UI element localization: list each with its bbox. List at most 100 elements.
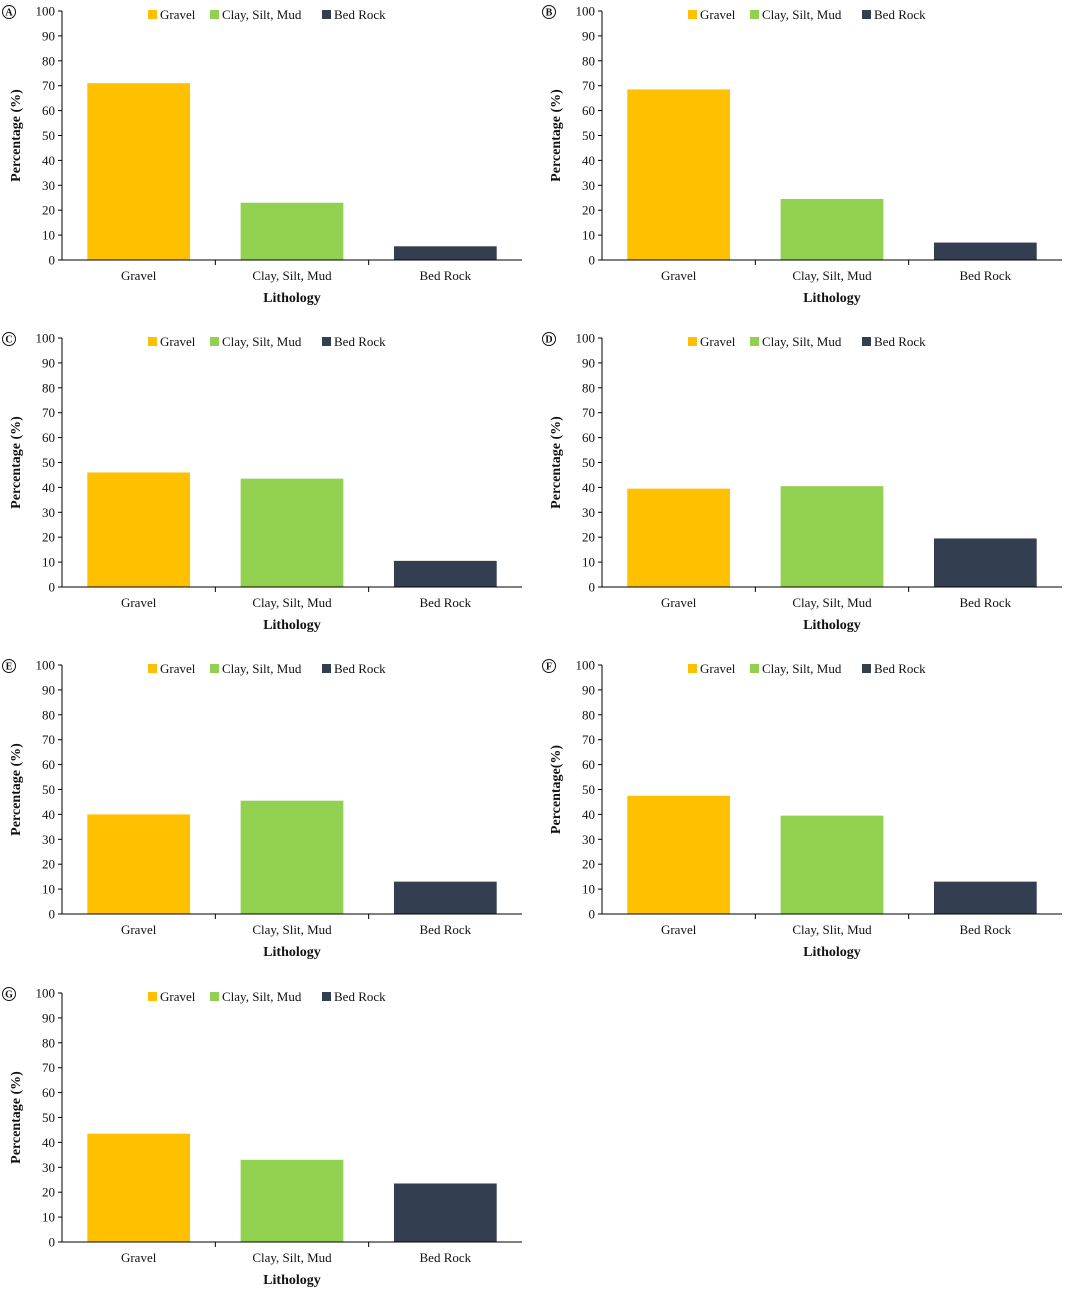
legend-swatch-bed-rock <box>322 992 331 1001</box>
legend-swatch-clay-silt-mud <box>210 10 219 19</box>
legend-label: Bed Rock <box>334 7 386 22</box>
y-tick-label: 100 <box>36 4 56 19</box>
y-tick-label: 20 <box>42 203 55 218</box>
legend-swatch-clay-silt-mud <box>210 664 219 673</box>
x-category-label: Clay, Slit, Mud <box>252 922 332 937</box>
legend-label: Bed Rock <box>334 989 386 1004</box>
legend-swatch-clay-silt-mud <box>750 10 759 19</box>
legend-swatch-gravel <box>688 337 697 346</box>
y-tick-label: 20 <box>582 203 595 218</box>
legend-label: Gravel <box>700 661 736 676</box>
y-tick-label: 30 <box>42 832 55 847</box>
bar-bed-rock <box>393 1183 497 1242</box>
panel-label: C <box>5 335 12 346</box>
y-tick-label: 70 <box>582 732 595 747</box>
bar-gravel <box>627 89 731 260</box>
y-tick-label: 80 <box>582 707 595 722</box>
y-axis-title: Percentage (%) <box>9 89 24 182</box>
legend-label: Gravel <box>160 7 196 22</box>
x-axis-title: Lithology <box>803 945 861 960</box>
y-tick-label: 30 <box>582 832 595 847</box>
legend-label: Clay, Silt, Mud <box>222 7 302 22</box>
legend-label: Gravel <box>160 661 196 676</box>
x-category-label: Gravel <box>121 595 157 610</box>
y-tick-label: 100 <box>576 658 596 673</box>
y-tick-label: 10 <box>42 882 55 897</box>
x-category-label: Clay, Silt, Mud <box>792 268 872 283</box>
chart-panel-e: E 0 10 20 30 40 50 60 70 80 90 100 Percentage (%) Gra… <box>0 654 530 974</box>
panel-badge <box>2 332 16 346</box>
x-axis-title: Lithology <box>263 618 321 633</box>
chart-svg: E 0 10 20 30 40 50 60 70 80 90 100 Percentage (%) Gra… <box>2 658 522 960</box>
legend-swatch-gravel <box>688 664 697 673</box>
bar-gravel <box>87 814 191 914</box>
legend-label: Clay, Silt, Mud <box>222 989 302 1004</box>
chart-panel-f: F 0 10 20 30 40 50 60 70 80 90 100 Percentage(%) Grav… <box>540 654 1065 974</box>
y-axis-title: Percentage (%) <box>9 416 24 509</box>
y-tick-label: 40 <box>582 480 595 495</box>
panel-badge <box>542 332 556 346</box>
panel-label: F <box>546 662 552 673</box>
y-tick-label: 70 <box>42 1060 55 1075</box>
y-tick-label: 50 <box>582 782 595 797</box>
bar-bed-rock <box>933 242 1037 260</box>
bar-gravel <box>87 1133 191 1242</box>
panel-badge <box>2 659 16 673</box>
legend-label: Gravel <box>700 334 736 349</box>
legend-swatch-bed-rock <box>862 337 871 346</box>
legend: Gravel Clay, Silt, Mud Bed Rock <box>148 989 386 1004</box>
y-tick-label: 10 <box>582 228 595 243</box>
x-category-label: Gravel <box>661 595 697 610</box>
y-tick-label: 80 <box>582 53 595 68</box>
panel-label: A <box>5 8 13 19</box>
legend-swatch-clay-silt-mud <box>750 664 759 673</box>
x-category-label: Gravel <box>121 1250 157 1265</box>
y-tick-label: 90 <box>582 355 595 370</box>
y-tick-label: 90 <box>42 1010 55 1025</box>
y-tick-label: 50 <box>582 455 595 470</box>
x-category-label: Bed Rock <box>420 595 472 610</box>
y-tick-label: 80 <box>42 380 55 395</box>
bar-clay-silt-mud <box>240 478 344 587</box>
legend: Gravel Clay, Silt, Mud Bed Rock <box>148 7 386 22</box>
legend: Gravel Clay, Silt, Mud Bed Rock <box>688 661 926 676</box>
legend-swatch-bed-rock <box>862 10 871 19</box>
x-category-label: Clay, Silt, Mud <box>252 595 332 610</box>
legend: Gravel Clay, Silt, Mud Bed Rock <box>688 7 926 22</box>
y-tick-label: 70 <box>582 78 595 93</box>
bar-clay-silt-mud <box>240 202 344 260</box>
y-tick-label: 50 <box>42 455 55 470</box>
panel-label: E <box>6 662 13 673</box>
y-tick-label: 60 <box>42 1085 55 1100</box>
x-category-label: Bed Rock <box>420 268 472 283</box>
y-tick-label: 50 <box>42 128 55 143</box>
chart-panel-a: A 0 10 20 30 40 50 60 70 80 90 100 Percentage (%) Gra… <box>0 0 530 320</box>
y-tick-label: 70 <box>42 405 55 420</box>
legend-label: Clay, Silt, Mud <box>762 661 842 676</box>
y-tick-label: 100 <box>576 4 596 19</box>
y-tick-label: 70 <box>42 78 55 93</box>
bar-bed-rock <box>393 246 497 260</box>
x-category-label: Bed Rock <box>420 922 472 937</box>
y-tick-label: 80 <box>42 1035 55 1050</box>
legend-label: Clay, Silt, Mud <box>762 334 842 349</box>
y-tick-label: 40 <box>42 807 55 822</box>
y-tick-label: 20 <box>582 530 595 545</box>
legend-swatch-clay-silt-mud <box>750 337 759 346</box>
y-tick-label: 50 <box>42 782 55 797</box>
legend-label: Gravel <box>160 989 196 1004</box>
y-tick-label: 100 <box>576 331 596 346</box>
legend-label: Bed Rock <box>874 661 926 676</box>
y-axis-title: Percentage (%) <box>9 1071 24 1164</box>
x-category-label: Gravel <box>661 268 697 283</box>
bar-clay-silt-mud <box>240 800 344 914</box>
y-tick-label: 10 <box>42 1210 55 1225</box>
y-axis-title: Percentage (%) <box>9 743 24 836</box>
y-tick-label: 20 <box>42 530 55 545</box>
y-tick-label: 80 <box>42 53 55 68</box>
y-axis-title: Percentage(%) <box>549 745 564 834</box>
y-tick-label: 0 <box>49 1235 56 1250</box>
x-category-label: Gravel <box>661 922 697 937</box>
x-category-label: Clay, Silt, Mud <box>792 595 872 610</box>
chart-svg: D 0 10 20 30 40 50 60 70 80 90 100 Percentage (%) Gra… <box>542 331 1062 633</box>
